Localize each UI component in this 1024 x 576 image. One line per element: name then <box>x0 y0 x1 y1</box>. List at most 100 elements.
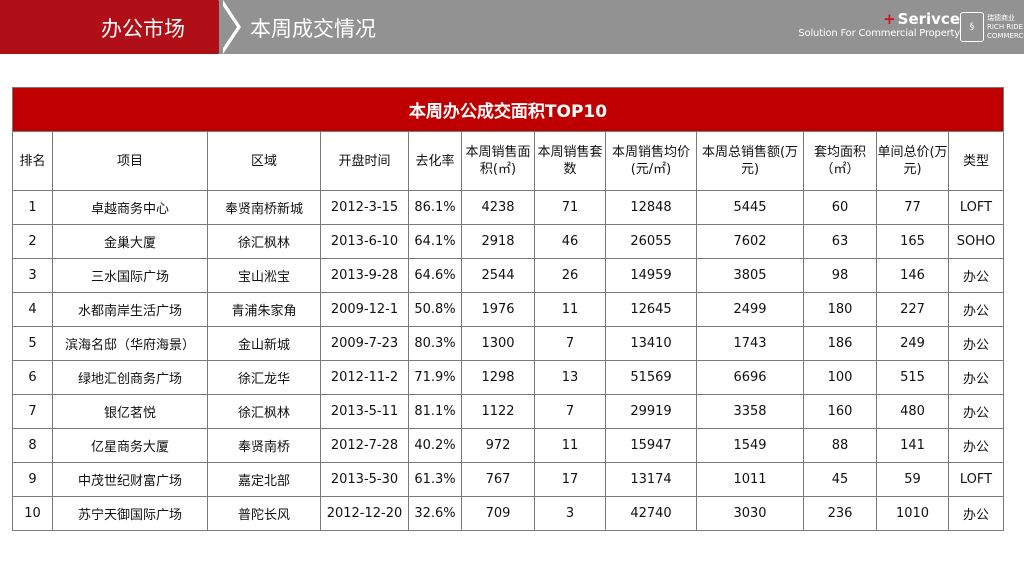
table-cell: 嘉定北部 <box>207 462 321 497</box>
table-cell: 水都南岸生活广场 <box>52 292 208 327</box>
table-cell: 办公 <box>948 292 1004 327</box>
table-cell: 186 <box>803 326 877 361</box>
table-cell: 480 <box>876 394 949 429</box>
column-header: 单间总价(万元) <box>876 131 949 191</box>
table-cell: 13 <box>534 360 606 395</box>
table-cell: 61.3% <box>408 462 462 497</box>
table-cell: 11 <box>534 428 606 463</box>
table-cell: 宝山淞宝 <box>207 258 321 293</box>
table-cell: 2013-5-11 <box>320 394 409 429</box>
table-cell: 办公 <box>948 394 1004 429</box>
table-cell: 2012-12-20 <box>320 496 409 531</box>
table-cell: 4 <box>12 292 53 327</box>
table-cell: 180 <box>803 292 877 327</box>
plus-icon: + <box>883 10 896 28</box>
table-cell: 3030 <box>696 496 804 531</box>
table-cell: 12848 <box>605 190 697 225</box>
table-cell: 2009-12-1 <box>320 292 409 327</box>
table-caption: 本周办公成交面积TOP10 <box>12 87 1004 132</box>
table-cell: 71 <box>534 190 606 225</box>
table-cell: 1743 <box>696 326 804 361</box>
table-cell: 80.3% <box>408 326 462 361</box>
table-cell: 7 <box>534 326 606 361</box>
table-cell: 9 <box>12 462 53 497</box>
table-cell: 13410 <box>605 326 697 361</box>
table-cell: 1549 <box>696 428 804 463</box>
table-cell: 42740 <box>605 496 697 531</box>
table-cell: 14959 <box>605 258 697 293</box>
table-cell: 15947 <box>605 428 697 463</box>
table-cell: 160 <box>803 394 877 429</box>
table-cell: 77 <box>876 190 949 225</box>
company-logo: § 瑞德商业 RICH RIDE COMMERCE <box>960 10 1024 44</box>
column-header: 开盘时间 <box>320 131 409 191</box>
top10-table: 本周办公成交面积TOP10 排名 项目 区域 开盘时间 去化率 本周销售面积(㎡) 本周销售… <box>12 87 1004 531</box>
table-cell: 236 <box>803 496 877 531</box>
table-cell: LOFT <box>948 462 1004 497</box>
table-cell: 26055 <box>605 224 697 259</box>
table-cell: 6696 <box>696 360 804 395</box>
table-cell: 98 <box>803 258 877 293</box>
table-cell: 88 <box>803 428 877 463</box>
column-header: 本周销售面积(㎡) <box>461 131 535 191</box>
table-cell: 7602 <box>696 224 804 259</box>
table-row: 7 银亿茗悦 徐汇枫林 2013-5-11 81.1% 1122 7 29919 3358 160… <box>12 394 1004 429</box>
table-cell: 徐汇枫林 <box>207 394 321 429</box>
table-cell: 7 <box>12 394 53 429</box>
table-cell: 青浦朱家角 <box>207 292 321 327</box>
brand-name: Serivce <box>897 10 960 28</box>
column-header: 套均面积（㎡） <box>803 131 877 191</box>
table-cell: 1011 <box>696 462 804 497</box>
table-cell: 7 <box>534 394 606 429</box>
table-cell: 45 <box>803 462 877 497</box>
table-cell: 64.6% <box>408 258 462 293</box>
table-cell: 徐汇枫林 <box>207 224 321 259</box>
table-body: 1 卓越商务中心 奉贤南桥新城 2012-3-15 86.1% 4238 71 12848 54… <box>12 190 1004 531</box>
table-row: 9 中茂世纪财富广场 嘉定北部 2013-5-30 61.3% 767 17 13174 101… <box>12 462 1004 497</box>
table-cell: 中茂世纪财富广场 <box>52 462 208 497</box>
table-row: 6 绿地汇创商务广场 徐汇龙华 2012-11-2 71.9% 1298 13 51569 66… <box>12 360 1004 395</box>
table-cell: 1 <box>12 190 53 225</box>
table-cell: 515 <box>876 360 949 395</box>
table-row: 2 金巢大厦 徐汇枫林 2013-6-10 64.1% 2918 46 26055 7602 63… <box>12 224 1004 259</box>
table-cell: 32.6% <box>408 496 462 531</box>
logo-text: 瑞德商业 RICH RIDE COMMERCE <box>987 14 1024 40</box>
column-header: 本周销售均价(元/㎡) <box>605 131 697 191</box>
table-cell: 三水国际广场 <box>52 258 208 293</box>
table-row: 1 卓越商务中心 奉贤南桥新城 2012-3-15 86.1% 4238 71 12848 54… <box>12 190 1004 225</box>
table-cell: 2012-7-28 <box>320 428 409 463</box>
table-cell: 141 <box>876 428 949 463</box>
table-cell: 10 <box>12 496 53 531</box>
table-cell: 59 <box>876 462 949 497</box>
table-cell: 227 <box>876 292 949 327</box>
table-cell: 1300 <box>461 326 535 361</box>
table-cell: 46 <box>534 224 606 259</box>
table-cell: 767 <box>461 462 535 497</box>
table-cell: 绿地汇创商务广场 <box>52 360 208 395</box>
column-header: 区域 <box>207 131 321 191</box>
table-cell: 1122 <box>461 394 535 429</box>
table-cell: 5445 <box>696 190 804 225</box>
table-cell: 苏宁天御国际广场 <box>52 496 208 531</box>
table-cell: 60 <box>803 190 877 225</box>
table-cell: 银亿茗悦 <box>52 394 208 429</box>
column-header: 项目 <box>52 131 208 191</box>
column-header: 去化率 <box>408 131 462 191</box>
table-cell: 249 <box>876 326 949 361</box>
table-cell: 2544 <box>461 258 535 293</box>
table-cell: 2918 <box>461 224 535 259</box>
table-cell: 2013-6-10 <box>320 224 409 259</box>
brand-block: + Serivce Solution For Commercial Propert… <box>790 11 960 40</box>
column-header: 本周销售套数 <box>534 131 606 191</box>
table-cell: 办公 <box>948 258 1004 293</box>
section-title: 办公市场 <box>101 17 185 41</box>
table-cell: 2013-9-28 <box>320 258 409 293</box>
table-cell: 3 <box>534 496 606 531</box>
table-cell: 4238 <box>461 190 535 225</box>
table-row: 10 苏宁天御国际广场 普陀长风 2012-12-20 32.6% 709 3 42740 30… <box>12 496 1004 531</box>
table-cell: 100 <box>803 360 877 395</box>
table-cell: 卓越商务中心 <box>52 190 208 225</box>
page-title: 本周成交情况 <box>250 17 376 41</box>
table-cell: 709 <box>461 496 535 531</box>
table-cell: 办公 <box>948 428 1004 463</box>
